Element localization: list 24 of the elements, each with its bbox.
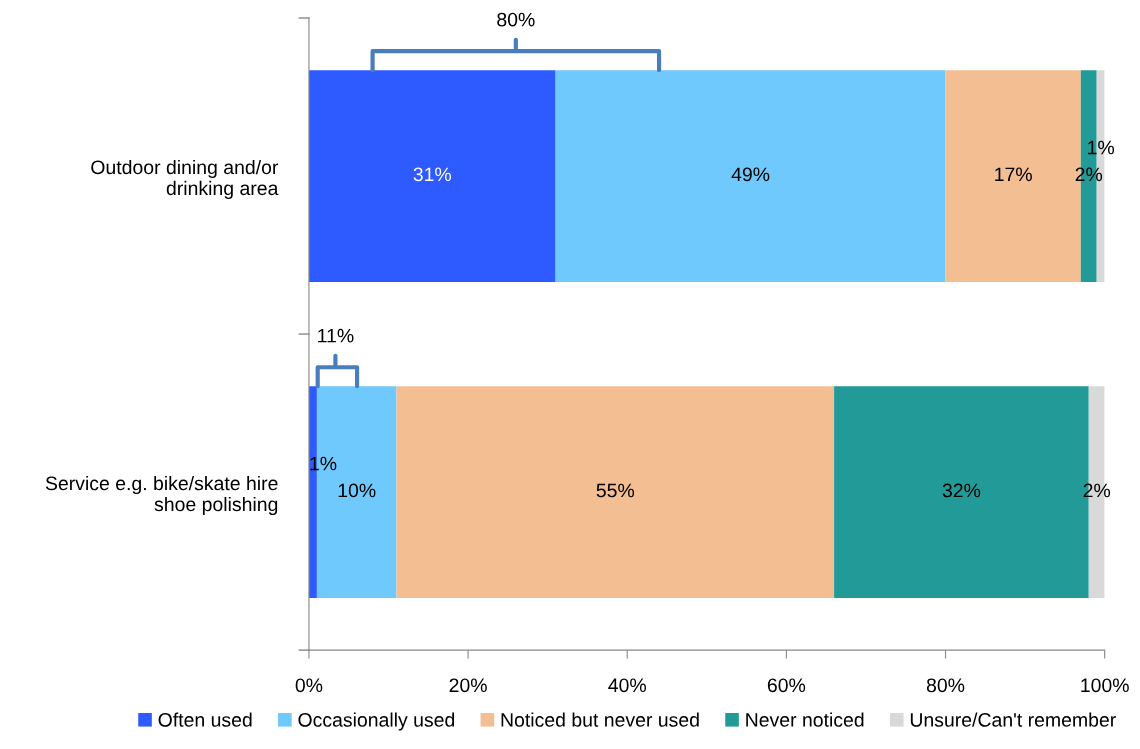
- x-tick-label: 20%: [449, 678, 487, 693]
- data-label: 55%: [596, 483, 635, 498]
- x-tick-label: 80%: [926, 678, 965, 693]
- annotation: 80%: [497, 12, 535, 27]
- y-tick-label: Service e.g. bike/skate hire shoe polishing: [45, 475, 278, 516]
- legend-label: Noticed but never used: [501, 712, 699, 727]
- x-tick-label: 100%: [1081, 678, 1129, 693]
- legend-label: Unsure/Can't remember: [910, 712, 1116, 727]
- x-tick-label: 60%: [767, 678, 806, 693]
- bar: [396, 386, 835, 598]
- data-label: 31%: [413, 167, 452, 182]
- data-label: 10%: [338, 483, 376, 498]
- legend-label: Occasionally used: [298, 712, 455, 731]
- legend-label: Never noticed: [746, 712, 864, 727]
- data-label: 1%: [310, 456, 337, 471]
- data-label: 32%: [942, 483, 981, 498]
- x-tick-label: 0%: [295, 678, 323, 693]
- bar: [555, 70, 946, 282]
- legend-label: Often used: [158, 712, 252, 727]
- annotation: 11%: [318, 328, 354, 343]
- data-label: 49%: [731, 167, 770, 182]
- y-tick-label: Outdoor dining and/or drinking area: [91, 159, 279, 199]
- x-tick-label: 40%: [608, 678, 646, 693]
- data-label: 17%: [995, 167, 1032, 182]
